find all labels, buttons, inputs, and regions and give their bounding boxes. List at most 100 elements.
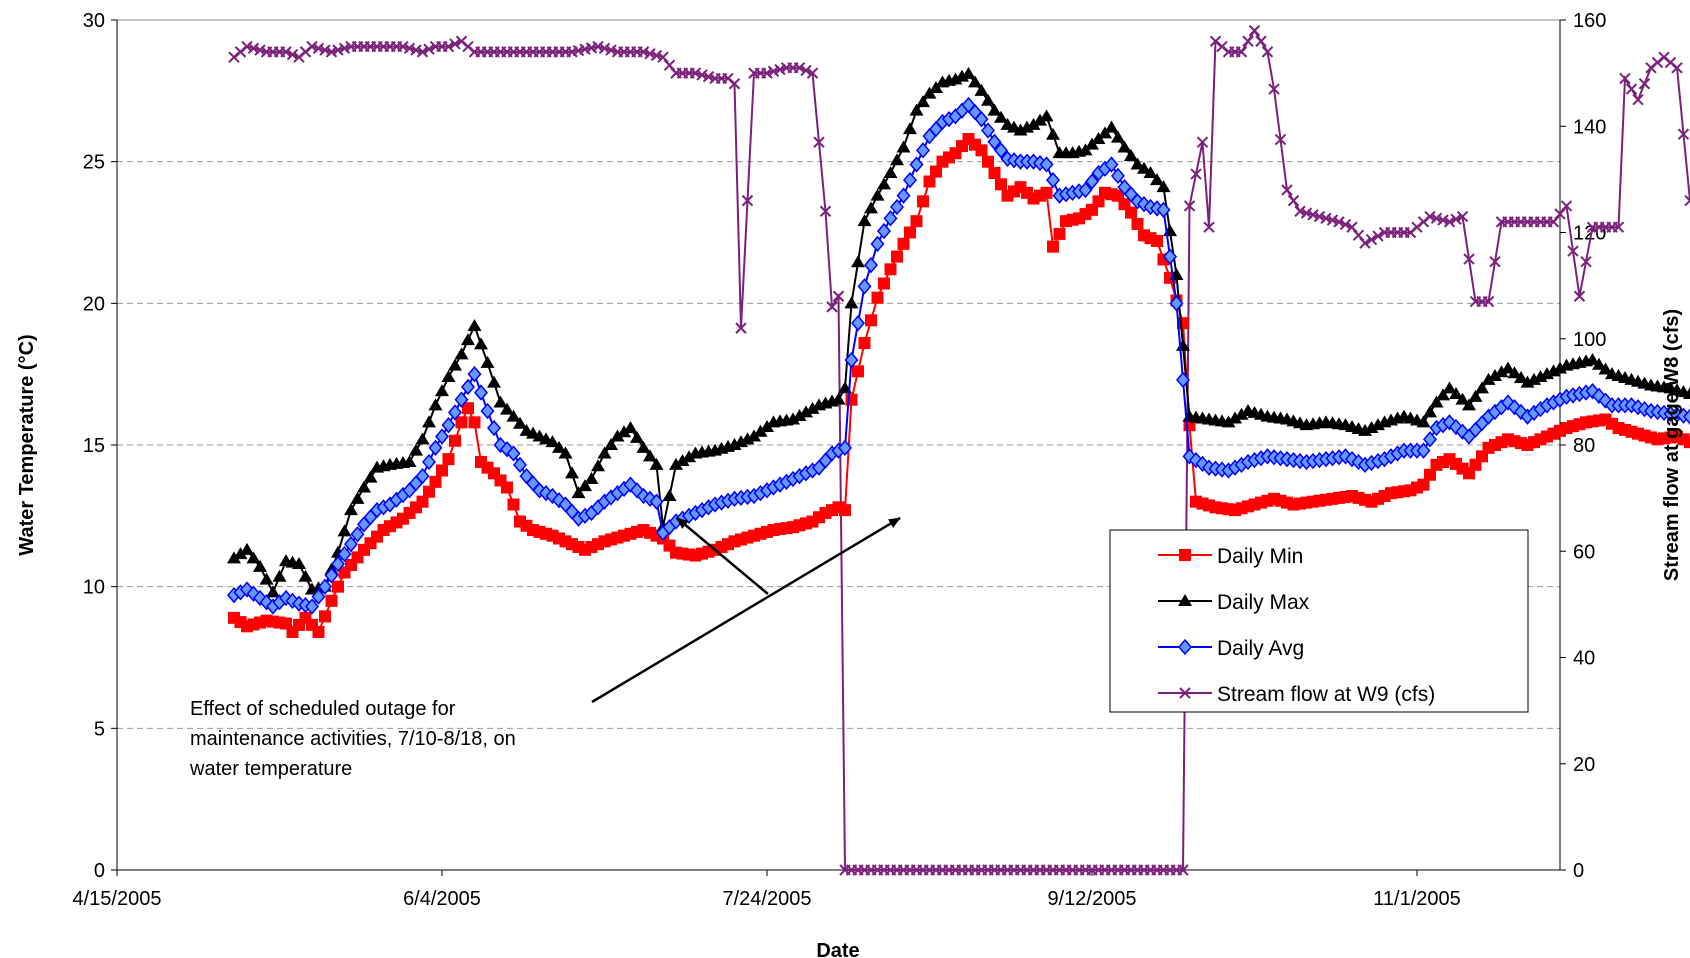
data-point (474, 384, 488, 401)
data-point (558, 446, 573, 459)
data-point (774, 63, 786, 76)
data-point (1585, 383, 1600, 400)
data-point (1261, 46, 1274, 58)
data-point (735, 322, 747, 334)
data-point (1573, 290, 1586, 302)
series-layer (227, 24, 1690, 876)
data-point (1449, 387, 1463, 399)
data-point (826, 301, 838, 313)
data-point (1320, 212, 1332, 225)
data-point (870, 188, 885, 201)
data-point (689, 67, 702, 79)
data-point (1580, 256, 1592, 268)
data-point (1625, 83, 1638, 95)
data-point (513, 416, 527, 429)
legend-marker (1178, 638, 1192, 656)
data-point (423, 43, 435, 55)
data-point (1468, 389, 1483, 402)
data-point (1183, 200, 1196, 212)
data-point (1592, 357, 1606, 370)
annotation-text-line: Effect of scheduled outage for (190, 698, 456, 720)
data-point (819, 205, 832, 217)
data-point (604, 438, 618, 450)
data-point (1242, 35, 1254, 47)
data-point (1416, 415, 1431, 428)
data-point (1169, 295, 1184, 312)
data-point (305, 598, 319, 615)
data-point (903, 122, 917, 135)
data-point (1040, 186, 1053, 199)
data-point (1430, 212, 1443, 225)
data-point (312, 42, 325, 55)
data-point (298, 569, 313, 582)
data-point (605, 44, 617, 56)
data-point (253, 559, 267, 572)
y2-tick-label: 80 (1573, 435, 1595, 457)
data-point (286, 48, 299, 61)
annotation-arrow (676, 517, 769, 595)
data-point (1612, 221, 1625, 233)
data-point (416, 46, 429, 58)
data-point (1671, 62, 1683, 74)
data-point (910, 215, 923, 228)
data-point (1462, 398, 1476, 411)
data-point (461, 378, 475, 396)
data-point (441, 417, 456, 434)
data-point (246, 551, 261, 564)
data-point (578, 479, 592, 492)
data-point (1039, 156, 1054, 173)
x-tick-label: 9/12/2005 (1048, 888, 1137, 910)
legend-marker (1179, 549, 1191, 561)
data-point (501, 481, 513, 494)
data-point (1423, 405, 1437, 418)
data-point (630, 430, 644, 443)
data-point (480, 355, 495, 368)
data-point (1039, 109, 1054, 122)
data-point (493, 395, 508, 408)
data-point (649, 457, 664, 470)
data-point (1078, 181, 1093, 199)
y-tick-label: 0 (94, 860, 105, 882)
data-point (467, 319, 482, 331)
data-point (852, 365, 864, 378)
data-point (1450, 213, 1462, 225)
annotation-text-line: water temperature (189, 758, 352, 780)
legend-label: Daily Min (1217, 545, 1303, 568)
annotation: Effect of scheduled outage for maintenanc… (189, 516, 901, 780)
data-point (545, 435, 560, 448)
data-point (449, 38, 461, 50)
data-point (1176, 371, 1190, 388)
data-point (682, 450, 696, 463)
data-point (1684, 194, 1690, 207)
data-point (331, 555, 345, 573)
data-point (1150, 173, 1164, 186)
x-tick-label: 11/1/2005 (1373, 888, 1461, 910)
data-point (623, 421, 638, 433)
data-point (994, 142, 1008, 159)
x-tick-label: 7/24/2005 (723, 888, 812, 910)
data-point (826, 504, 838, 517)
data-point (1300, 207, 1313, 219)
data-point (1130, 157, 1145, 170)
data-point (1501, 361, 1515, 374)
data-point (441, 370, 456, 382)
data-point (455, 416, 468, 429)
data-point (844, 296, 859, 309)
data-point (916, 142, 930, 159)
data-point (416, 495, 429, 508)
data-point (1033, 113, 1047, 126)
y-axis-title: Water Temperature (°C) (16, 334, 38, 555)
data-point (1294, 205, 1306, 217)
data-point (806, 67, 819, 79)
data-point (728, 78, 741, 90)
data-point (1352, 229, 1365, 241)
data-point (1125, 206, 1137, 219)
data-point (337, 524, 352, 537)
data-point (1683, 408, 1690, 425)
data-point (696, 69, 708, 81)
data-point (240, 542, 254, 555)
data-point (864, 201, 878, 214)
y2-tick-label: 60 (1573, 541, 1595, 563)
data-point (1111, 130, 1125, 143)
data-point (591, 459, 605, 472)
